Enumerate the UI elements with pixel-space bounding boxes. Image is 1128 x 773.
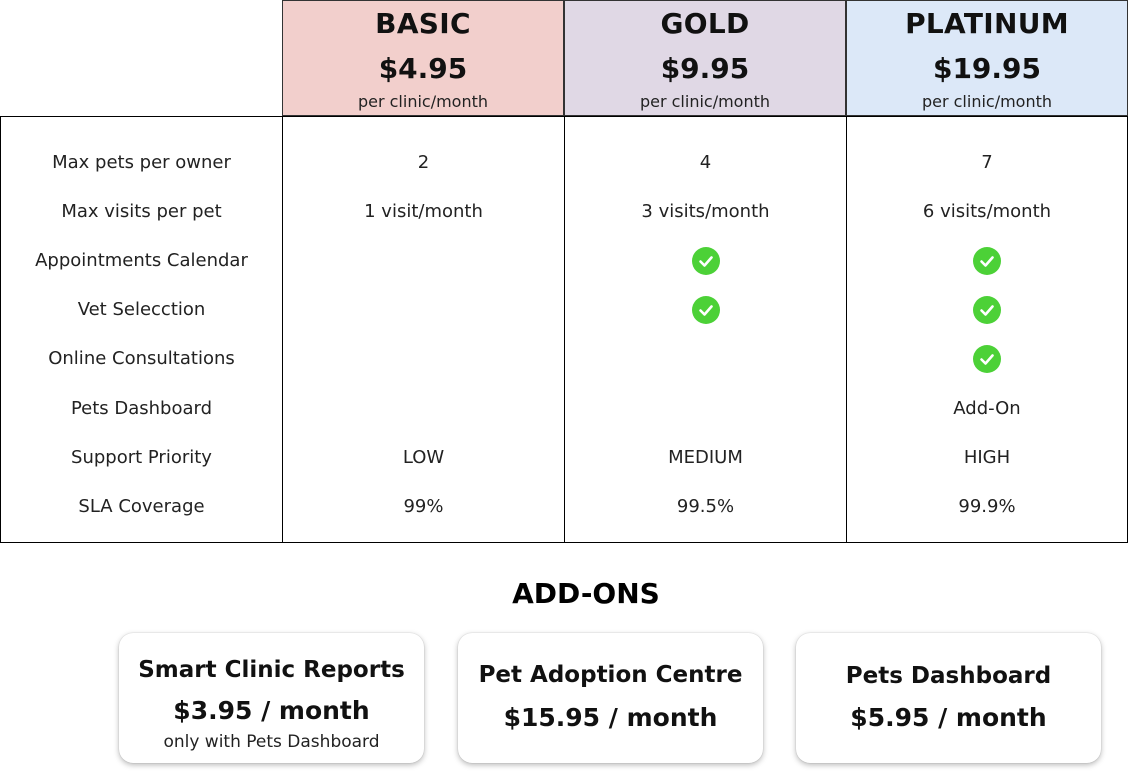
plan-name: GOLD xyxy=(660,7,750,40)
platinum-column: 7 6 visits/month Add-On HIGH 99.9% xyxy=(846,116,1128,543)
addon-price: $15.95 / month xyxy=(503,703,718,732)
addon-name: Pet Adoption Centre xyxy=(478,662,743,688)
gold-value: MEDIUM xyxy=(668,447,743,468)
feature-label: Support Priority xyxy=(71,447,212,468)
platinum-value: Add-On xyxy=(953,398,1021,419)
platinum-value: 99.9% xyxy=(958,496,1016,517)
addon-card-pet-adoption-centre[interactable]: Pet Adoption Centre $15.95 / month xyxy=(458,633,763,763)
plan-price: $4.95 xyxy=(378,52,468,85)
plan-period: per clinic/month xyxy=(921,92,1053,111)
gold-value: 4 xyxy=(699,152,712,173)
feature-label: Appointments Calendar xyxy=(35,250,248,271)
plan-header-basic: BASIC $4.95 per clinic/month xyxy=(282,0,564,116)
plan-name: BASIC xyxy=(375,7,471,40)
basic-column: 2 1 visit/month LOW 99% xyxy=(282,116,565,543)
platinum-value: 7 xyxy=(981,152,993,173)
check-icon xyxy=(973,247,1001,275)
plan-price: $9.95 xyxy=(660,52,750,85)
feature-label: Vet Selecction xyxy=(77,299,206,320)
platinum-value: HIGH xyxy=(963,447,1011,468)
feature-column: Max pets per owner Max visits per pet Ap… xyxy=(0,116,283,543)
platinum-value: 6 visits/month xyxy=(922,201,1052,222)
plan-period: per clinic/month xyxy=(357,92,489,111)
basic-value: 1 visit/month xyxy=(364,201,483,222)
basic-value: 99% xyxy=(403,496,444,517)
basic-value: LOW xyxy=(402,447,445,468)
plan-name: PLATINUM xyxy=(905,7,1069,40)
addons-title: ADD-ONS xyxy=(512,577,660,610)
addon-note: only with Pets Dashboard xyxy=(163,732,380,752)
addon-name: Pets Dashboard xyxy=(845,663,1052,689)
plan-period: per clinic/month xyxy=(639,92,771,111)
gold-column: 4 3 visits/month MEDIUM 99.5% xyxy=(564,116,847,543)
addon-card-smart-clinic-reports[interactable]: Smart Clinic Reports $3.95 / month only … xyxy=(119,633,424,763)
gold-value: 3 visits/month xyxy=(641,201,770,222)
check-icon xyxy=(691,296,720,324)
basic-value: 2 xyxy=(417,152,430,173)
addon-price: $3.95 / month xyxy=(173,696,370,725)
plan-header-platinum: PLATINUM $19.95 per clinic/month xyxy=(846,0,1128,116)
gold-value: 99.5% xyxy=(676,496,735,517)
check-icon xyxy=(691,247,720,275)
addon-price: $5.95 / month xyxy=(850,703,1047,732)
plan-header-gold: GOLD $9.95 per clinic/month xyxy=(564,0,846,116)
addon-name: Smart Clinic Reports xyxy=(138,657,405,683)
feature-label: Max pets per owner xyxy=(52,152,231,173)
check-icon xyxy=(973,345,1001,373)
feature-label: Pets Dashboard xyxy=(70,398,213,419)
check-icon xyxy=(973,296,1001,324)
feature-label: Online Consultations xyxy=(48,348,235,369)
feature-label: Max visits per pet xyxy=(61,201,222,222)
addon-card-pets-dashboard[interactable]: Pets Dashboard $5.95 / month xyxy=(796,633,1101,763)
plan-price: $19.95 xyxy=(932,52,1042,85)
feature-label: SLA Coverage xyxy=(78,496,205,517)
